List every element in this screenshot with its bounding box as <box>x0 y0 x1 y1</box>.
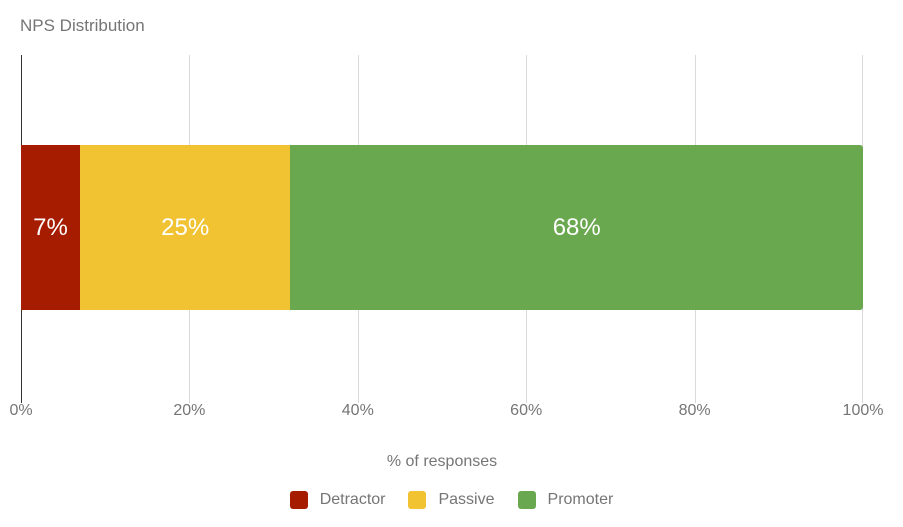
legend-label: Detractor <box>319 491 386 508</box>
legend: Detractor Passive Promoter <box>0 491 903 509</box>
x-tick-label: 80% <box>678 402 711 419</box>
x-tick-label: 20% <box>173 402 206 419</box>
legend-label: Passive <box>438 491 495 508</box>
bar-segment-detractor: 7% <box>21 145 80 310</box>
bar-segment-promoter: 68% <box>290 145 863 310</box>
bar-segment-passive: 25% <box>79 145 291 310</box>
legend-item-promoter: Promoter <box>517 491 614 509</box>
legend-swatch <box>408 491 427 509</box>
chart-title: NPS Distribution <box>20 16 145 35</box>
legend-swatch <box>289 491 308 509</box>
x-axis-title: % of responses <box>386 453 498 470</box>
x-tick-label: 100% <box>842 402 884 419</box>
bar-segment-value-label: 25% <box>161 213 210 241</box>
legend-swatch <box>517 491 536 509</box>
x-tick-label: 0% <box>9 402 33 419</box>
plot-area: 7% 25% 68% <box>21 55 863 403</box>
bar-segment-value-label: 68% <box>552 213 601 241</box>
legend-item-detractor: Detractor <box>289 491 386 509</box>
bar-segment-value-label: 7% <box>33 213 68 241</box>
stacked-bar: 7% 25% 68% <box>21 145 863 310</box>
x-tick-label: 60% <box>510 402 543 419</box>
legend-label: Promoter <box>547 491 614 508</box>
legend-item-passive: Passive <box>408 491 495 509</box>
x-tick-label: 40% <box>341 402 374 419</box>
